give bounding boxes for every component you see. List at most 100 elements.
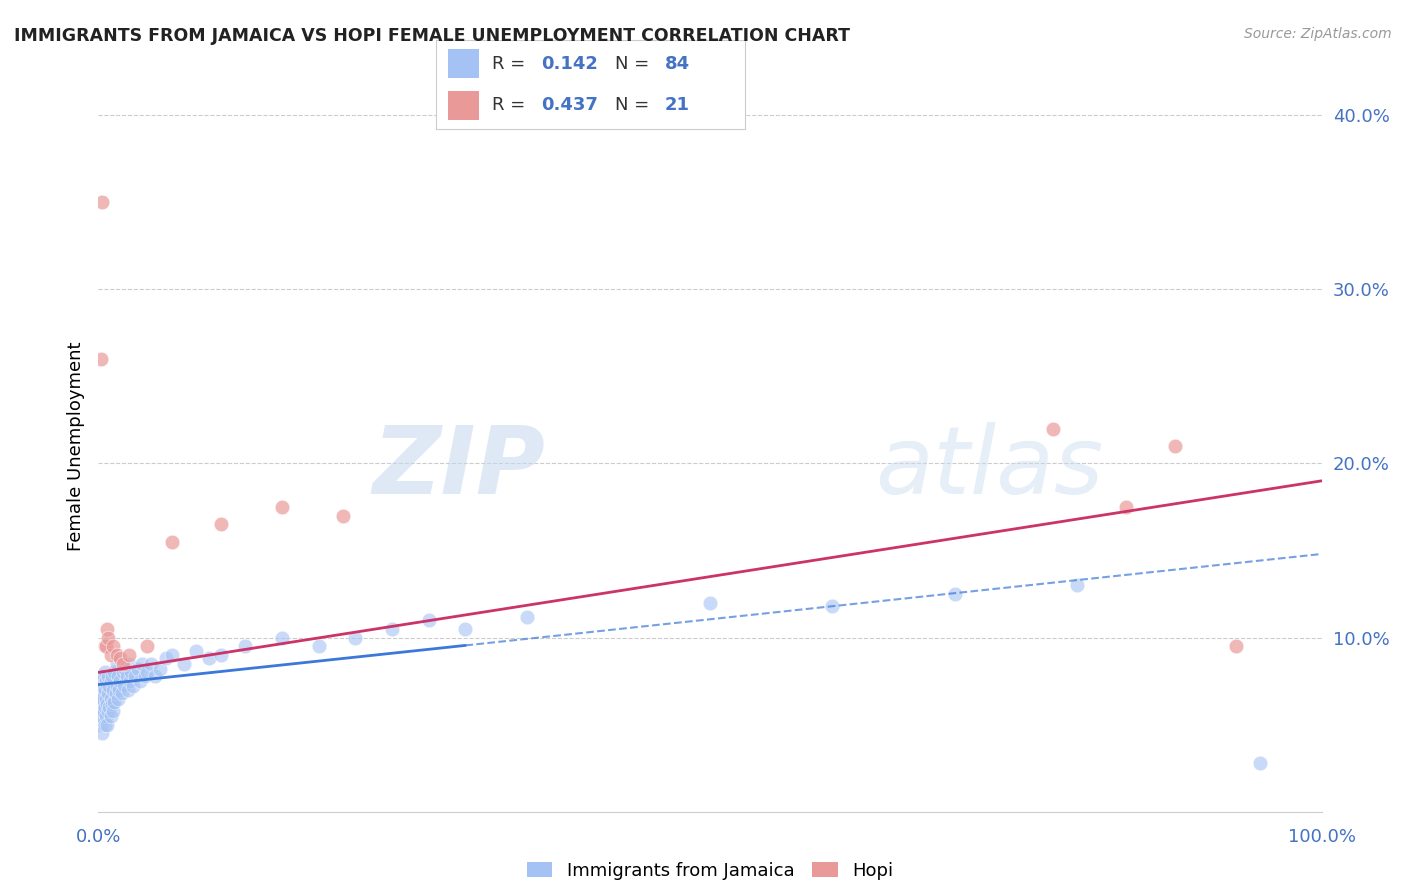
Point — [91, 679, 114, 693]
Point — [101, 697, 124, 711]
Point — [97, 669, 120, 683]
Point — [101, 704, 124, 718]
Point — [149, 662, 172, 676]
Point — [105, 648, 128, 662]
Point — [136, 665, 159, 680]
Point — [1115, 500, 1137, 514]
Point — [209, 517, 232, 532]
Text: N =: N = — [616, 96, 655, 114]
Text: atlas: atlas — [875, 423, 1104, 514]
FancyBboxPatch shape — [449, 49, 479, 78]
Point — [515, 609, 537, 624]
Point — [160, 648, 183, 662]
Point — [104, 686, 127, 700]
Point — [344, 631, 367, 645]
Point — [821, 599, 844, 614]
Point — [105, 679, 128, 693]
Text: IMMIGRANTS FROM JAMAICA VS HOPI FEMALE UNEMPLOYMENT CORRELATION CHART: IMMIGRANTS FROM JAMAICA VS HOPI FEMALE U… — [14, 27, 851, 45]
Point — [1225, 640, 1247, 654]
Point — [131, 657, 153, 671]
Point — [93, 682, 115, 697]
Point — [186, 644, 208, 658]
Point — [91, 695, 114, 709]
Point — [93, 717, 115, 731]
Point — [91, 195, 114, 210]
Point — [91, 669, 114, 683]
Point — [98, 679, 121, 693]
Point — [96, 622, 118, 636]
Point — [94, 674, 117, 689]
Point — [107, 669, 129, 683]
Point — [120, 674, 142, 689]
Point — [97, 686, 120, 700]
Point — [91, 709, 114, 723]
Point — [93, 700, 115, 714]
Point — [100, 691, 122, 706]
Point — [233, 640, 256, 654]
Legend: Immigrants from Jamaica, Hopi: Immigrants from Jamaica, Hopi — [520, 855, 900, 887]
Point — [117, 682, 139, 697]
Point — [270, 500, 294, 514]
Point — [112, 677, 135, 691]
Point — [93, 665, 115, 680]
Point — [308, 640, 330, 654]
Point — [103, 695, 125, 709]
Point — [381, 622, 404, 636]
Point — [1066, 578, 1088, 592]
Point — [118, 648, 141, 662]
Point — [943, 587, 966, 601]
Point — [120, 665, 142, 680]
Point — [90, 700, 112, 714]
Text: 21: 21 — [665, 96, 690, 114]
Point — [209, 648, 232, 662]
Point — [97, 631, 120, 645]
Point — [101, 640, 124, 654]
Point — [332, 508, 354, 523]
Point — [91, 726, 114, 740]
Point — [96, 697, 118, 711]
Point — [124, 669, 146, 683]
Point — [100, 709, 122, 723]
Point — [699, 596, 721, 610]
Point — [91, 691, 114, 706]
Point — [103, 665, 125, 680]
Point — [129, 674, 152, 689]
Point — [89, 682, 111, 697]
Point — [90, 686, 112, 700]
Point — [139, 657, 162, 671]
Point — [100, 674, 122, 689]
Point — [134, 669, 156, 683]
Text: Source: ZipAtlas.com: Source: ZipAtlas.com — [1244, 27, 1392, 41]
Point — [98, 700, 121, 714]
Point — [114, 662, 136, 676]
Point — [136, 640, 159, 654]
Point — [1042, 421, 1064, 435]
Point — [89, 709, 111, 723]
Point — [90, 674, 112, 689]
Point — [418, 613, 440, 627]
Point — [270, 631, 294, 645]
Point — [94, 691, 117, 706]
Text: 0.437: 0.437 — [541, 96, 598, 114]
Point — [115, 669, 138, 683]
Point — [97, 704, 120, 718]
Text: N =: N = — [616, 55, 655, 73]
Point — [96, 677, 118, 691]
Point — [108, 682, 131, 697]
Text: R =: R = — [492, 55, 530, 73]
Point — [110, 674, 132, 689]
Point — [127, 662, 149, 676]
Point — [454, 622, 477, 636]
Point — [155, 651, 177, 665]
Point — [94, 709, 117, 723]
Text: R =: R = — [492, 96, 530, 114]
Point — [110, 651, 132, 665]
Point — [100, 648, 122, 662]
Point — [111, 657, 134, 671]
Point — [107, 691, 129, 706]
Text: ZIP: ZIP — [373, 422, 546, 514]
Point — [94, 640, 117, 654]
Point — [1249, 756, 1271, 770]
Y-axis label: Female Unemployment: Female Unemployment — [66, 342, 84, 550]
Point — [160, 534, 183, 549]
